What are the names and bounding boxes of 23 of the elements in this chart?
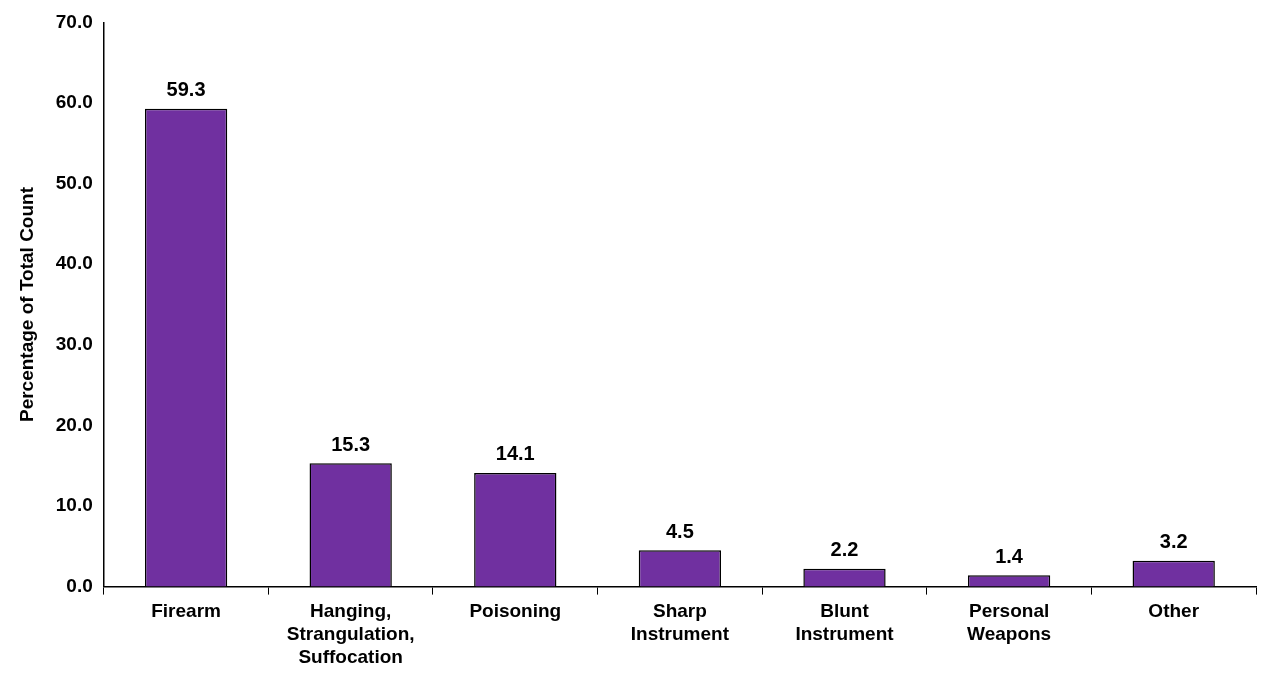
x-tick-label: Personal Weapons (967, 600, 1052, 645)
y-tick-label: 30.0 (55, 333, 93, 355)
x-tick-label: Blunt Instrument (795, 600, 895, 645)
y-tick-label: 20.0 (55, 413, 93, 435)
data-label: 3.2 (1159, 530, 1188, 553)
y-tick-label: 0.0 (66, 574, 93, 596)
x-tick-label: Poisoning (469, 600, 562, 622)
x-tick-label: Hanging, Strangulation, Suffocation (286, 600, 415, 667)
data-label: 59.3 (166, 78, 206, 101)
y-tick-label: 40.0 (55, 252, 93, 274)
x-tick-label: Sharp Instrument (630, 600, 730, 645)
y-axis-title: Percentage of Total Count (15, 186, 37, 423)
data-label: 1.4 (995, 544, 1024, 567)
y-tick-label: 70.0 (55, 10, 93, 32)
y-tick-label: 50.0 (55, 171, 93, 193)
data-label: 2.2 (830, 538, 859, 561)
y-tick-label: 10.0 (55, 494, 93, 516)
data-label: 4.5 (665, 519, 694, 542)
data-label: 15.3 (331, 432, 371, 455)
y-tick-label: 60.0 (55, 91, 93, 113)
x-tick-label: Firearm (151, 600, 221, 622)
x-tick-label: Other (1148, 600, 1200, 622)
data-label: 14.1 (495, 442, 535, 465)
